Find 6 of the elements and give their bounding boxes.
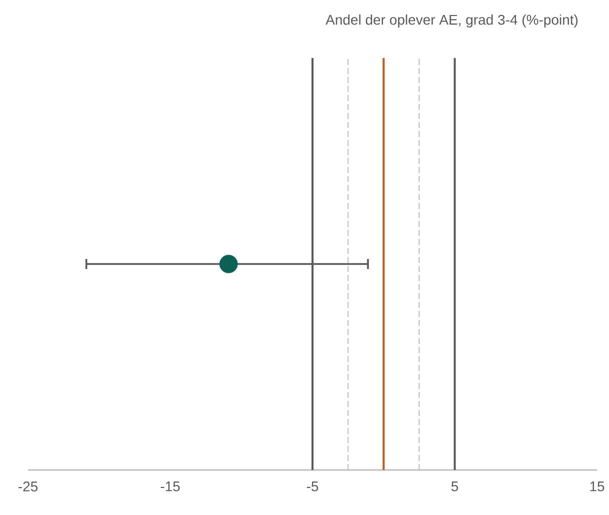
chart-title: Andel der oplever AE, grad 3-4 (%-point) xyxy=(326,14,578,28)
x-tick-label: 15 xyxy=(590,482,604,492)
x-tick-label: -5 xyxy=(306,482,318,492)
x-tick-label: -15 xyxy=(160,482,180,492)
x-tick-label: 5 xyxy=(451,482,458,492)
x-tick-label: -25 xyxy=(18,482,38,492)
